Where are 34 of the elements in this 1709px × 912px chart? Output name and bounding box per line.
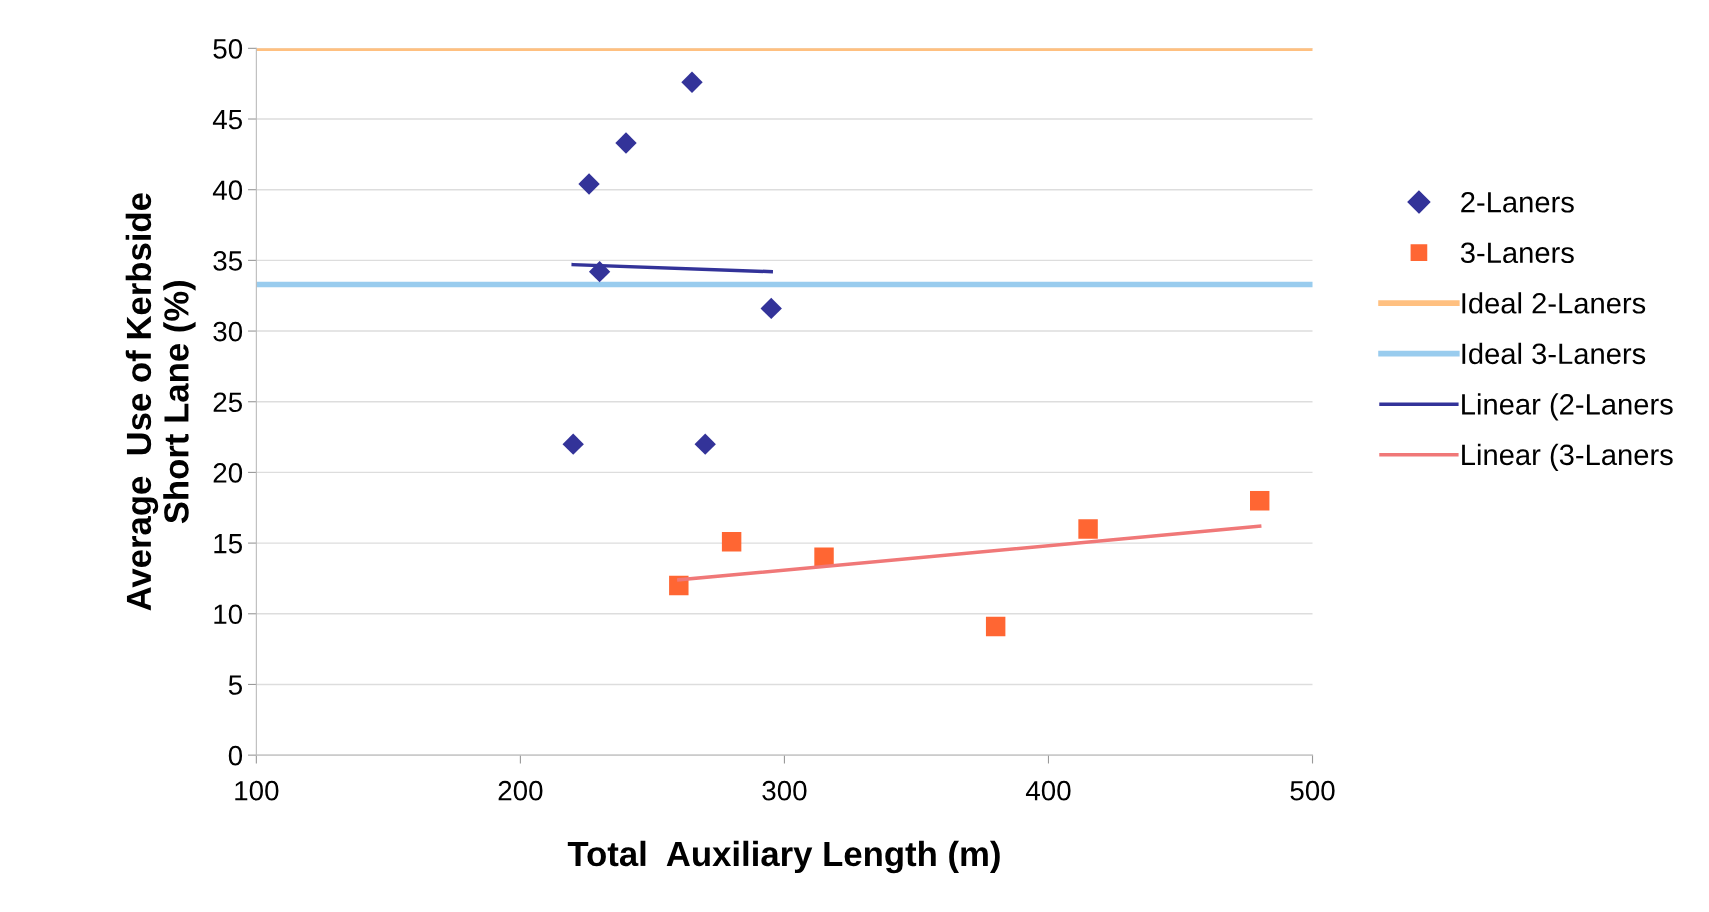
y-tick-label: 45 xyxy=(212,109,242,130)
y-axis-title: Average Use of Kerbside Short Lane (%) xyxy=(125,193,196,611)
legend-label: Ideal 3-Laners xyxy=(1462,342,1646,365)
y-tick-label: 0 xyxy=(228,745,243,766)
x-tick-label: 500 xyxy=(1290,780,1335,801)
y-tick-label: 10 xyxy=(214,604,243,625)
point xyxy=(578,173,600,195)
x-tick-label: 200 xyxy=(498,780,543,801)
legend-label: 3-Laners xyxy=(1460,242,1574,264)
point xyxy=(760,297,782,320)
y-tick-label: 5 xyxy=(228,675,242,695)
point xyxy=(1249,490,1270,511)
point xyxy=(985,616,1006,637)
y-tick-label: 15 xyxy=(214,534,242,554)
legend-label: 2-Laners xyxy=(1461,191,1574,213)
y-tick-label: 20 xyxy=(213,463,243,483)
legend-label: Linear (2-Laners xyxy=(1462,393,1673,421)
y-tick-label: 25 xyxy=(213,392,242,413)
x-tick-label: 400 xyxy=(1025,780,1071,801)
y-tick-label: 40 xyxy=(212,180,243,201)
x-axis-title: Total Auxiliary Length (m) xyxy=(567,840,1000,874)
y-tick-label: 30 xyxy=(213,321,243,342)
y-tick-label: 35 xyxy=(213,251,242,271)
point xyxy=(615,132,637,154)
legend-label: Ideal 2-Laners xyxy=(1462,292,1646,314)
legend-label: Linear (3-Laners xyxy=(1462,443,1673,471)
point xyxy=(681,71,703,93)
x-tick-label: 100 xyxy=(235,780,279,801)
x-tick-label: 300 xyxy=(762,780,807,801)
point xyxy=(694,433,716,455)
y-tick-label: 50 xyxy=(213,39,243,59)
point xyxy=(1078,519,1098,539)
point xyxy=(721,531,742,552)
point xyxy=(562,433,584,455)
